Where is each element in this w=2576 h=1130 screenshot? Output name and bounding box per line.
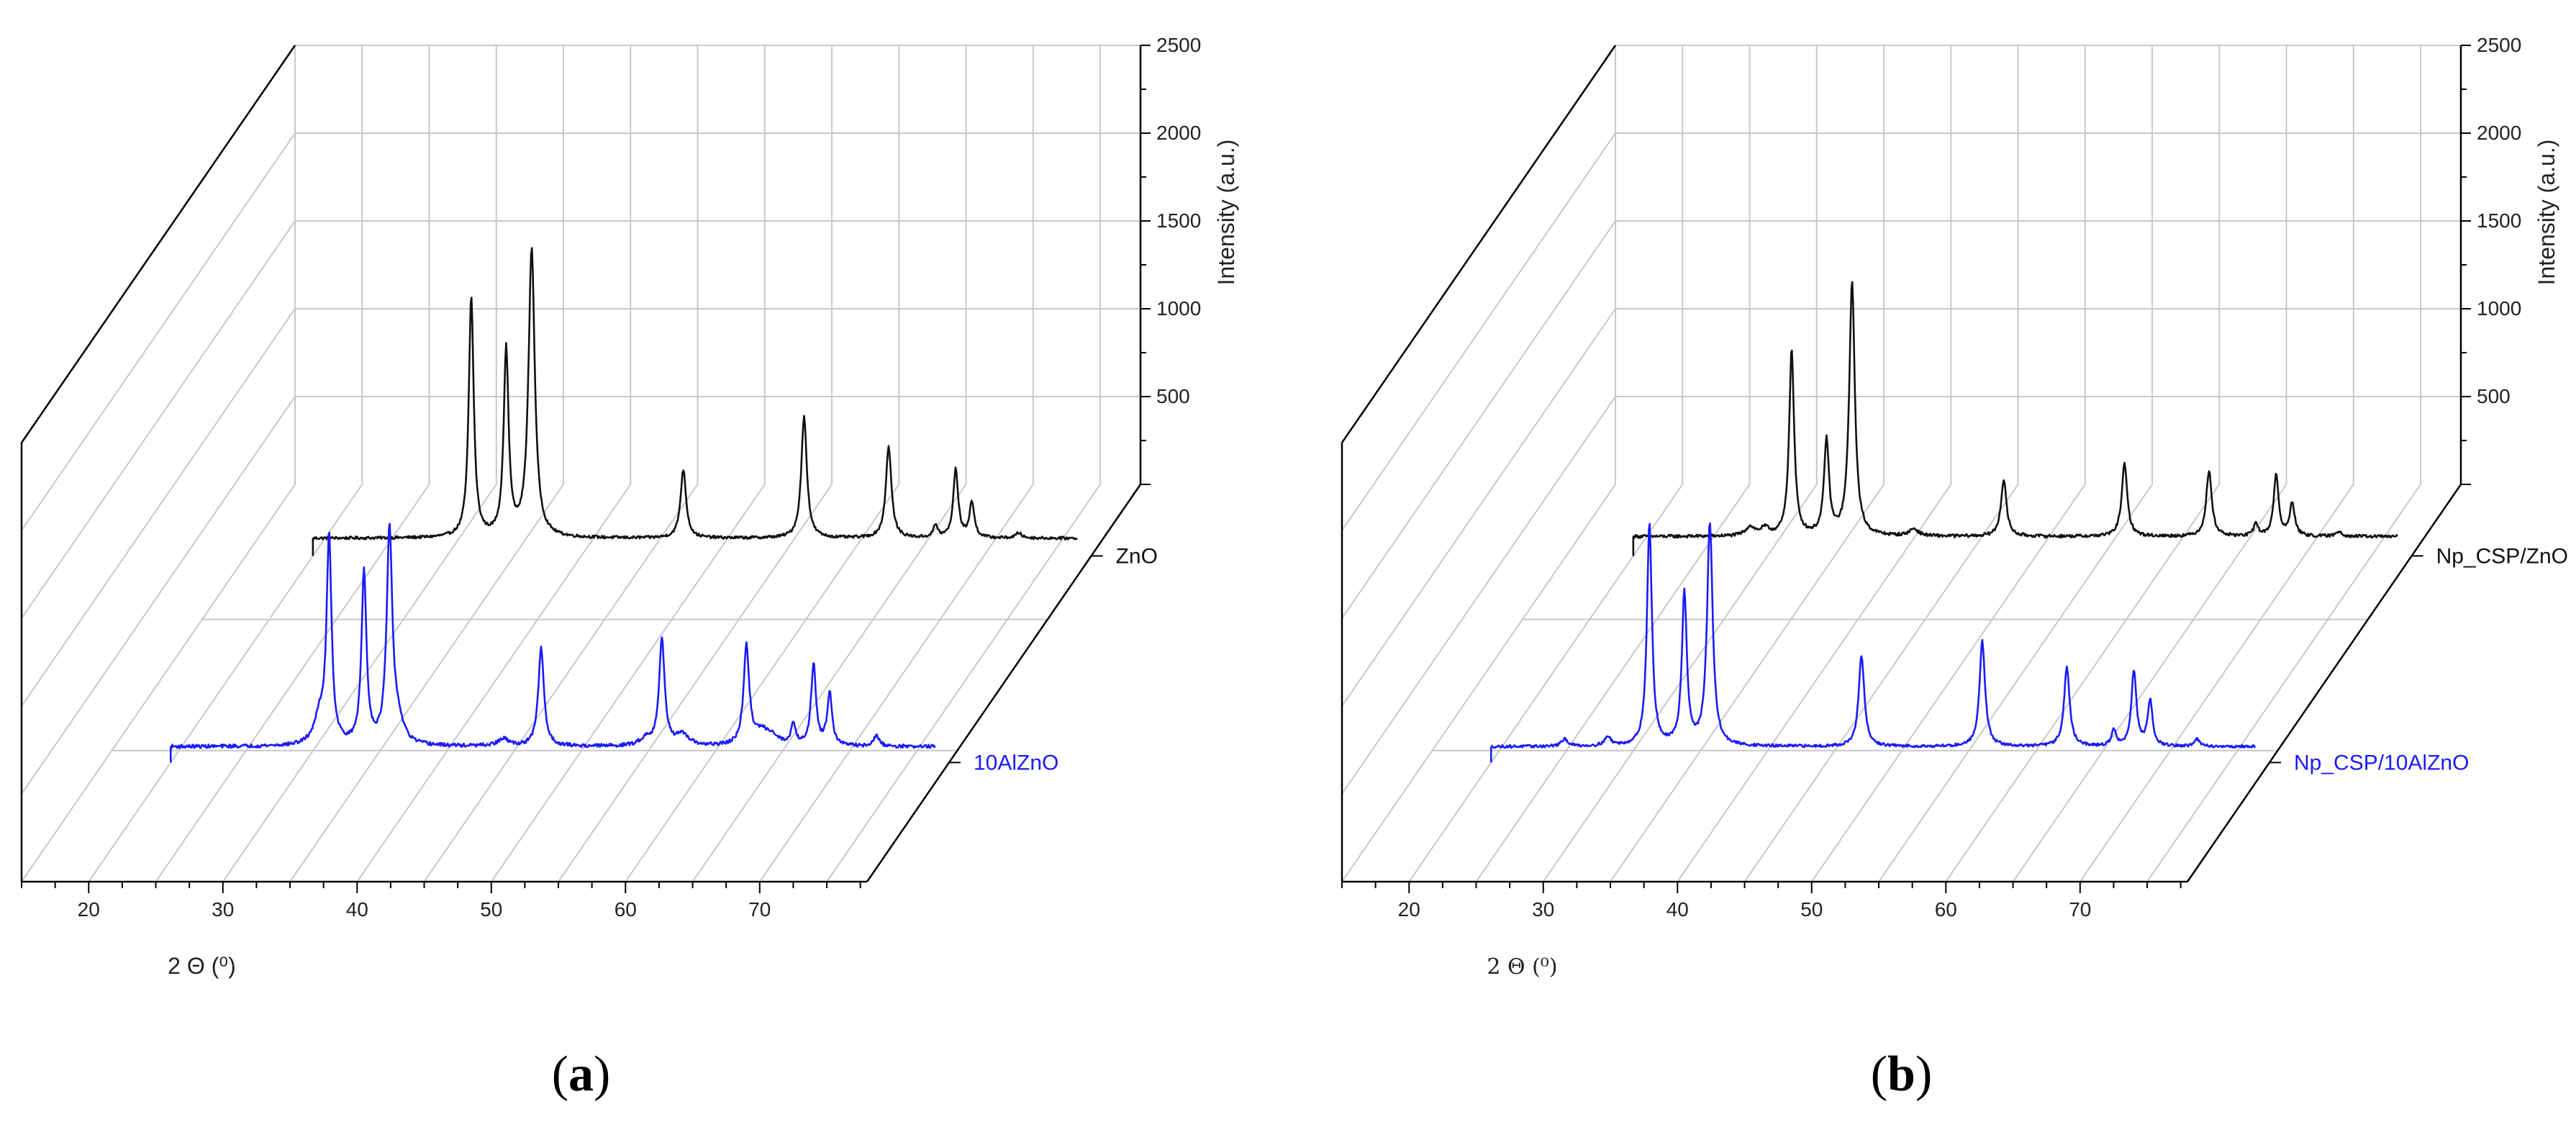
x-tick-label: 50 xyxy=(1800,898,1823,921)
floor-right-edge xyxy=(2186,484,2462,882)
x-tick-label: 30 xyxy=(1532,898,1554,921)
y-tick-label: 1500 xyxy=(2477,209,2521,232)
gridline-x xyxy=(21,45,296,882)
x-tick-label: 40 xyxy=(346,898,368,921)
x-tick-label: 30 xyxy=(212,898,234,921)
left-top-edge xyxy=(1341,45,1617,443)
series-label: ZnO xyxy=(1116,544,1158,568)
gridline-x xyxy=(490,45,766,882)
series-label: Np_CSP/10AlZnO xyxy=(2294,751,2469,774)
y-tick-label: 2500 xyxy=(1156,34,1201,56)
gridline-x xyxy=(423,45,699,882)
x-tick-label: 70 xyxy=(748,898,771,921)
y-tick-label: 1000 xyxy=(1156,297,1201,320)
x-tick-label: 60 xyxy=(1935,898,1957,921)
gridline-x xyxy=(691,45,967,882)
x-axis-title: 2 Θ (⁰) xyxy=(1487,954,1557,980)
gridline-y xyxy=(1341,132,2461,531)
gridline-x xyxy=(2079,45,2354,882)
x-tick-label: 60 xyxy=(614,898,637,921)
gridline-y xyxy=(1341,45,2461,443)
gridline-x xyxy=(2146,45,2422,882)
gridline-x xyxy=(625,45,900,882)
x-tick-label: 40 xyxy=(1666,898,1689,921)
gridline-x xyxy=(1810,45,2086,882)
gridline-x xyxy=(1408,45,1684,882)
x-tick-label: 20 xyxy=(78,898,100,921)
gridline-x xyxy=(155,45,430,882)
panel-a: 20 30 40 50 60 70 500 1000 1500 2000 2500 Intensity… xyxy=(20,34,1239,1102)
gridline-y xyxy=(21,396,1140,795)
y-tick-label: 1500 xyxy=(1156,209,1201,232)
panel-label: (b) xyxy=(1871,1047,1933,1102)
gridline-y xyxy=(1341,220,2461,619)
left-top-edge xyxy=(20,45,296,443)
y-tick-label: 500 xyxy=(1156,385,1190,407)
y-axis-title: Intensity (a.u.) xyxy=(2534,140,2559,286)
panel-label: (a) xyxy=(552,1047,611,1102)
y-axis-title: Intensity (a.u.) xyxy=(1213,140,1239,286)
series-line-10alzno xyxy=(170,523,936,749)
y-tick-label: 2500 xyxy=(2477,34,2521,56)
gridline-x xyxy=(222,45,497,882)
gridline-x xyxy=(1677,45,1952,882)
y-tick-label: 500 xyxy=(2477,385,2511,407)
series-line-np-csp-10alzno xyxy=(1491,522,2257,749)
series-label: 10AlZnO xyxy=(974,751,1058,774)
gridline-x xyxy=(356,45,632,882)
gridline-x xyxy=(1945,45,2221,882)
gridline-y xyxy=(21,45,1140,443)
y-tick-label: 2000 xyxy=(2477,122,2521,144)
x-tick-label: 50 xyxy=(480,898,502,921)
y-tick-label: 2000 xyxy=(1156,122,1201,144)
gridline-x xyxy=(826,45,1102,882)
gridline-y xyxy=(1341,308,2461,707)
series-line-zno xyxy=(312,247,1078,541)
gridline-y xyxy=(1341,396,2461,795)
gridline-x xyxy=(1610,45,1885,882)
gridline-x xyxy=(289,45,565,882)
gridline-y xyxy=(21,132,1140,531)
gridline-y xyxy=(21,308,1140,707)
gridline-x xyxy=(1743,45,2019,882)
panel-b: 20 30 40 50 60 70 500 1000 1500 2000 2500 Intensity… xyxy=(1341,34,2568,1102)
gridline-x xyxy=(2012,45,2287,882)
floor-right-edge xyxy=(866,484,1142,882)
gridline-x xyxy=(1878,45,2154,882)
gridline-y xyxy=(21,220,1140,619)
series-label: Np_CSP/ZnO xyxy=(2436,544,2568,568)
x-axis-title: 2 Θ (⁰) xyxy=(168,953,236,979)
x-tick-label: 20 xyxy=(1398,898,1420,921)
gridline-x xyxy=(1341,45,1616,882)
gridline-x xyxy=(1475,45,1751,882)
gridline-x xyxy=(558,45,833,882)
series-line-np-csp-zno xyxy=(1632,281,2398,539)
gridline-x xyxy=(1542,45,1818,882)
gridline-x xyxy=(758,45,1034,882)
x-tick-label: 70 xyxy=(2069,898,2091,921)
gridline-x xyxy=(88,45,363,882)
y-tick-label: 1000 xyxy=(2477,297,2521,320)
